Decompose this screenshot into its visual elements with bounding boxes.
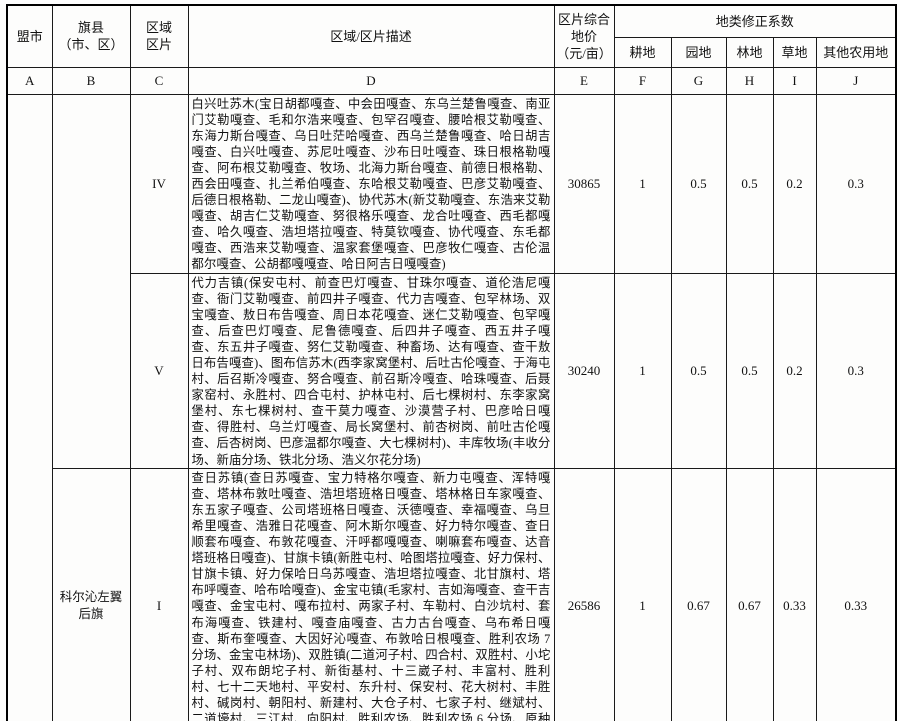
price-cell: 26586 xyxy=(553,467,615,721)
league-city-cell xyxy=(6,93,53,721)
factor-cultivated-cell: 1 xyxy=(613,93,672,274)
county-cell-empty xyxy=(51,93,131,469)
factor-other-cell: 0.3 xyxy=(815,272,897,469)
header-zone-description: 区域/区片描述 xyxy=(187,4,555,68)
column-letter-i: I xyxy=(772,66,817,95)
land-price-table: 盟市 旗县 （市、区） 区域 区片 区域/区片描述 区片综合 地价 （元/亩） … xyxy=(6,4,898,721)
header-banner-county: 旗县 （市、区） xyxy=(51,4,131,68)
header-factor-garden: 园地 xyxy=(670,36,727,68)
zone-description-cell: 查日苏镇(查日苏嘎查、宝力特格尔嘎查、新力屯嘎查、浑特嘎查、塔林布敦吐嘎查、浩坦… xyxy=(187,467,555,721)
column-letter-f: F xyxy=(613,66,672,95)
price-cell: 30865 xyxy=(553,93,615,274)
column-letter-g: G xyxy=(670,66,727,95)
factor-garden-cell: 0.5 xyxy=(670,93,727,274)
header-factor-grass: 草地 xyxy=(772,36,817,68)
header-zone-section: 区域 区片 xyxy=(129,4,189,68)
column-letter-b: B xyxy=(51,66,131,95)
factor-forest-cell: 0.5 xyxy=(725,93,774,274)
column-letter-e: E xyxy=(553,66,615,95)
column-letter-row: A B C D E F G H I J xyxy=(6,66,897,95)
zone-cell: I xyxy=(129,467,189,721)
header-league-city: 盟市 xyxy=(6,4,53,68)
factor-grass-cell: 0.2 xyxy=(772,93,817,274)
factor-grass-cell: 0.2 xyxy=(772,272,817,469)
zone-description-cell: 白兴吐苏木(宝日胡都嘎查、中会田嘎查、东乌兰楚鲁嘎查、南亚门艾勒嘎查、毛和尔浩来… xyxy=(187,93,555,274)
column-letter-c: C xyxy=(129,66,189,95)
header-comprehensive-price: 区片综合 地价 （元/亩） xyxy=(553,4,615,68)
price-cell: 30240 xyxy=(553,272,615,469)
factor-other-cell: 0.3 xyxy=(815,93,897,274)
zone-cell: IV xyxy=(129,93,189,274)
header-factor-cultivated: 耕地 xyxy=(613,36,672,68)
column-letter-d: D xyxy=(187,66,555,95)
zone-cell: V xyxy=(129,272,189,469)
column-letter-a: A xyxy=(6,66,53,95)
factor-cultivated-cell: 1 xyxy=(613,467,672,721)
factor-cultivated-cell: 1 xyxy=(613,272,672,469)
table-row-zone-i: 科尔沁左翼后旗 I 查日苏镇(查日苏嘎查、宝力特格尔嘎查、新力屯嘎查、浑特嘎查、… xyxy=(7,467,897,721)
factor-forest-cell: 0.67 xyxy=(725,467,774,721)
header-factor-forest: 林地 xyxy=(725,36,774,68)
column-letter-j: J xyxy=(815,66,897,95)
scanned-document-page: 盟市 旗县 （市、区） 区域 区片 区域/区片描述 区片综合 地价 （元/亩） … xyxy=(0,4,900,721)
table-row-zone-v: V 代力吉镇(保安屯村、前查巴灯嘎查、甘珠尔嘎查、道伦浩尼嘎查、衙门艾勒嘎查、前… xyxy=(7,272,897,469)
factor-garden-cell: 0.5 xyxy=(670,272,727,469)
header-factor-other-agricultural: 其他农用地 xyxy=(815,36,897,68)
factor-forest-cell: 0.5 xyxy=(725,272,774,469)
factor-garden-cell: 0.67 xyxy=(670,467,727,721)
county-cell: 科尔沁左翼后旗 xyxy=(51,467,131,721)
factor-other-cell: 0.33 xyxy=(815,467,897,721)
zone-description-cell: 代力吉镇(保安屯村、前查巴灯嘎查、甘珠尔嘎查、道伦浩尼嘎查、衙门艾勒嘎查、前四井… xyxy=(187,272,555,469)
factor-grass-cell: 0.33 xyxy=(772,467,817,721)
header-correction-group: 地类修正系数 xyxy=(613,4,897,38)
table-row-zone-iv: IV 白兴吐苏木(宝日胡都嘎查、中会田嘎查、东乌兰楚鲁嘎查、南亚门艾勒嘎查、毛和… xyxy=(6,93,897,721)
column-letter-h: H xyxy=(725,66,774,95)
